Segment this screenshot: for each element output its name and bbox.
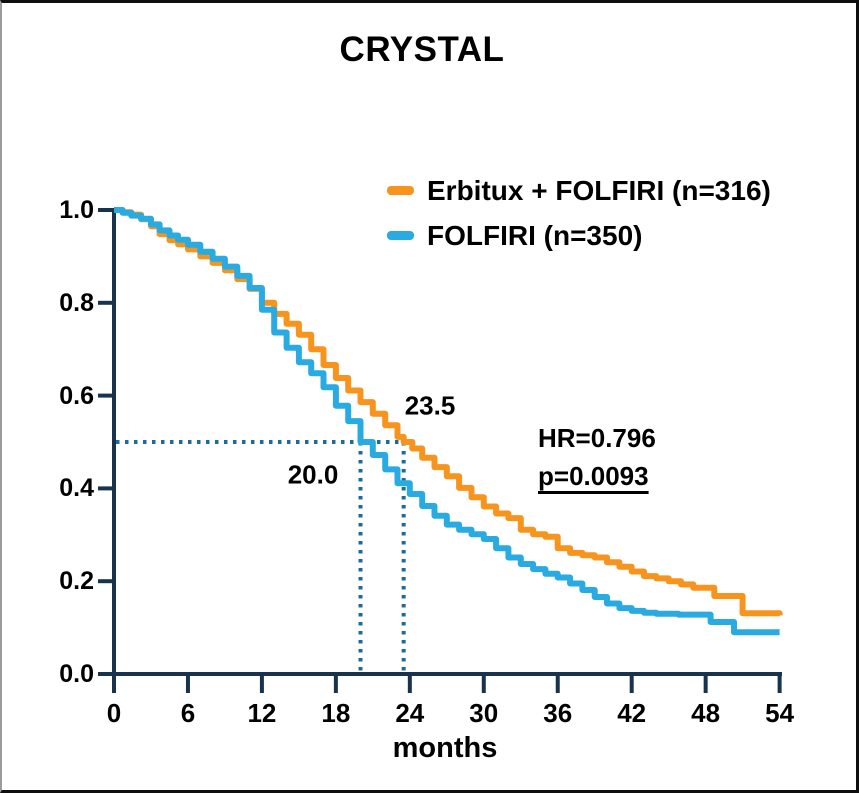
x-tick-label: 30 [469,698,499,728]
x-tick-label: 12 [247,698,277,728]
p-value-text: p=0.0093 [538,461,649,491]
x-tick-label: 36 [543,698,573,728]
legend-item-erbitux: Erbitux + FOLFIRI (n=316) [387,174,771,207]
x-tick-label: 24 [395,698,425,728]
x-tick-label: 54 [765,698,795,728]
median-label-erbitux: 23.5 [404,390,456,421]
y-tick-label: 0.6 [59,381,94,410]
survival-plot [98,207,783,693]
erbitux-color-swatch [387,186,414,195]
x-tick-label: 18 [321,698,351,728]
chart-title: CRYSTAL [339,30,505,69]
legend: Erbitux + FOLFIRI (n=316) FOLFIRI (n=350… [387,174,771,252]
stats-block: HR=0.796 p=0.0093 [538,419,656,495]
y-tick-label: 0.0 [59,660,94,688]
legend-label-erbitux: Erbitux + FOLFIRI (n=316) [427,174,771,206]
folfiri-color-swatch [387,231,414,240]
y-tick-label: 0.8 [59,288,94,317]
x-tick-label: 42 [617,698,647,728]
x-tick-label: 0 [106,698,122,728]
x-axis-title: months [392,732,498,764]
y-tick-label: 0.4 [59,474,94,503]
hazard-ratio-text: HR=0.796 [538,423,656,453]
y-tick-label: 0.2 [59,567,94,596]
x-tick-label: 48 [691,698,721,728]
median-label-folfiri: 20.0 [287,459,339,490]
legend-label-folfiri: FOLFIRI (n=350) [427,219,643,251]
legend-item-folfiri: FOLFIRI (n=350) [387,219,771,252]
y-tick-label: 1.0 [59,196,94,224]
x-tick-label: 6 [180,698,196,728]
survival-curve-folfiri [114,207,780,636]
